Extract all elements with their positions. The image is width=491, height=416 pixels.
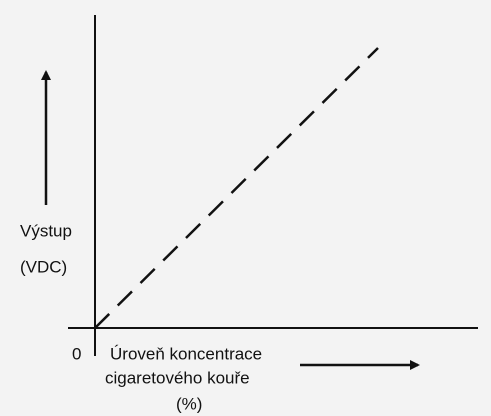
trend-line bbox=[94, 47, 379, 329]
x-label: Úroveň koncentrace bbox=[110, 344, 262, 363]
y-unit: (VDC) bbox=[20, 257, 67, 276]
origin-label: 0 bbox=[72, 344, 81, 363]
x-unit: (%) bbox=[176, 394, 202, 413]
x-label: cigaretového kouře bbox=[105, 368, 250, 387]
y-label: Výstup bbox=[20, 221, 72, 240]
